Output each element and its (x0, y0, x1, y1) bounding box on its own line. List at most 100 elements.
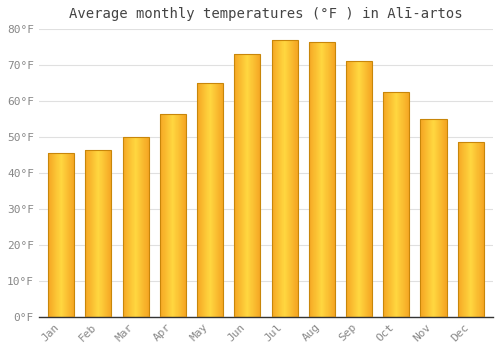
Bar (169, 114, 170, 317)
Bar (73, 153, 74, 317)
Bar (390, 92, 391, 317)
Bar (48, 153, 49, 317)
Bar (348, 62, 349, 317)
Bar (350, 62, 351, 317)
Bar (161, 114, 162, 317)
Bar (334, 42, 335, 317)
Bar (349, 62, 350, 317)
Bar (183, 114, 184, 317)
Bar (331, 42, 332, 317)
Bar (254, 54, 255, 317)
Bar (201, 83, 202, 317)
Bar (185, 114, 186, 317)
Bar (312, 42, 313, 317)
Bar (284, 40, 285, 317)
Bar (317, 42, 318, 317)
Bar (325, 42, 326, 317)
Bar (369, 62, 370, 317)
Bar (403, 92, 404, 317)
Bar (164, 114, 165, 317)
Bar (136, 137, 137, 317)
Bar (423, 119, 424, 317)
Bar (59, 153, 60, 317)
Bar (238, 54, 239, 317)
Bar (276, 40, 277, 317)
Bar (128, 137, 129, 317)
Bar (351, 62, 352, 317)
Bar (461, 142, 462, 317)
Bar (383, 92, 409, 317)
Bar (53, 153, 54, 317)
Bar (133, 137, 134, 317)
Bar (346, 62, 372, 317)
Bar (66, 153, 67, 317)
Bar (332, 42, 333, 317)
Bar (60, 153, 61, 317)
Bar (184, 114, 185, 317)
Bar (396, 92, 397, 317)
Bar (239, 54, 240, 317)
Bar (273, 40, 274, 317)
Bar (255, 54, 256, 317)
Bar (110, 149, 111, 317)
Bar (395, 92, 396, 317)
Bar (245, 54, 246, 317)
Bar (310, 42, 311, 317)
Bar (385, 92, 386, 317)
Bar (111, 149, 112, 317)
Bar (242, 54, 243, 317)
Bar (63, 153, 64, 317)
Bar (401, 92, 402, 317)
Bar (126, 137, 127, 317)
Bar (354, 62, 355, 317)
Bar (48, 153, 74, 317)
Bar (329, 42, 330, 317)
Bar (89, 149, 90, 317)
Bar (101, 149, 102, 317)
Bar (458, 142, 459, 317)
Bar (323, 42, 324, 317)
Bar (479, 142, 480, 317)
Bar (107, 149, 108, 317)
Bar (167, 114, 168, 317)
Bar (249, 54, 250, 317)
Bar (179, 114, 180, 317)
Bar (467, 142, 468, 317)
Bar (287, 40, 288, 317)
Bar (92, 149, 93, 317)
Bar (370, 62, 371, 317)
Bar (91, 149, 92, 317)
Bar (235, 54, 236, 317)
Bar (70, 153, 71, 317)
Bar (57, 153, 58, 317)
Bar (198, 83, 199, 317)
Bar (69, 153, 70, 317)
Bar (52, 153, 53, 317)
Bar (371, 62, 372, 317)
Bar (462, 142, 463, 317)
Bar (97, 149, 98, 317)
Bar (315, 42, 316, 317)
Bar (358, 62, 359, 317)
Bar (434, 119, 435, 317)
Bar (96, 149, 97, 317)
Bar (248, 54, 249, 317)
Bar (247, 54, 248, 317)
Bar (222, 83, 223, 317)
Bar (291, 40, 292, 317)
Bar (319, 42, 320, 317)
Bar (237, 54, 238, 317)
Bar (367, 62, 368, 317)
Bar (213, 83, 214, 317)
Bar (439, 119, 440, 317)
Bar (246, 54, 247, 317)
Bar (234, 54, 235, 317)
Bar (99, 149, 100, 317)
Bar (129, 137, 130, 317)
Bar (330, 42, 331, 317)
Bar (206, 83, 207, 317)
Bar (220, 83, 221, 317)
Bar (105, 149, 106, 317)
Bar (328, 42, 329, 317)
Bar (282, 40, 283, 317)
